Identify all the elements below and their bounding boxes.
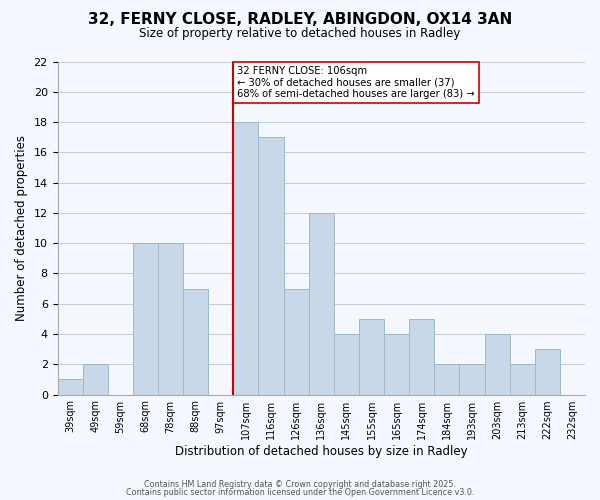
Bar	[158, 243, 183, 394]
Bar	[183, 288, 208, 395]
Bar	[133, 243, 158, 394]
Bar	[509, 364, 535, 394]
Bar	[83, 364, 108, 394]
Bar	[535, 349, 560, 395]
X-axis label: Distribution of detached houses by size in Radley: Distribution of detached houses by size …	[175, 444, 467, 458]
Y-axis label: Number of detached properties: Number of detached properties	[15, 135, 28, 321]
Bar	[334, 334, 359, 394]
Text: 32 FERNY CLOSE: 106sqm
← 30% of detached houses are smaller (37)
68% of semi-det: 32 FERNY CLOSE: 106sqm ← 30% of detached…	[237, 66, 475, 99]
Bar	[309, 213, 334, 394]
Bar	[485, 334, 509, 394]
Text: Contains HM Land Registry data © Crown copyright and database right 2025.: Contains HM Land Registry data © Crown c…	[144, 480, 456, 489]
Bar	[233, 122, 259, 394]
Text: Size of property relative to detached houses in Radley: Size of property relative to detached ho…	[139, 28, 461, 40]
Bar	[434, 364, 460, 394]
Text: 32, FERNY CLOSE, RADLEY, ABINGDON, OX14 3AN: 32, FERNY CLOSE, RADLEY, ABINGDON, OX14 …	[88, 12, 512, 28]
Text: Contains public sector information licensed under the Open Government Licence v3: Contains public sector information licen…	[126, 488, 474, 497]
Bar	[409, 319, 434, 394]
Bar	[58, 380, 83, 394]
Bar	[284, 288, 309, 395]
Bar	[384, 334, 409, 394]
Bar	[460, 364, 485, 394]
Bar	[359, 319, 384, 394]
Bar	[259, 137, 284, 394]
